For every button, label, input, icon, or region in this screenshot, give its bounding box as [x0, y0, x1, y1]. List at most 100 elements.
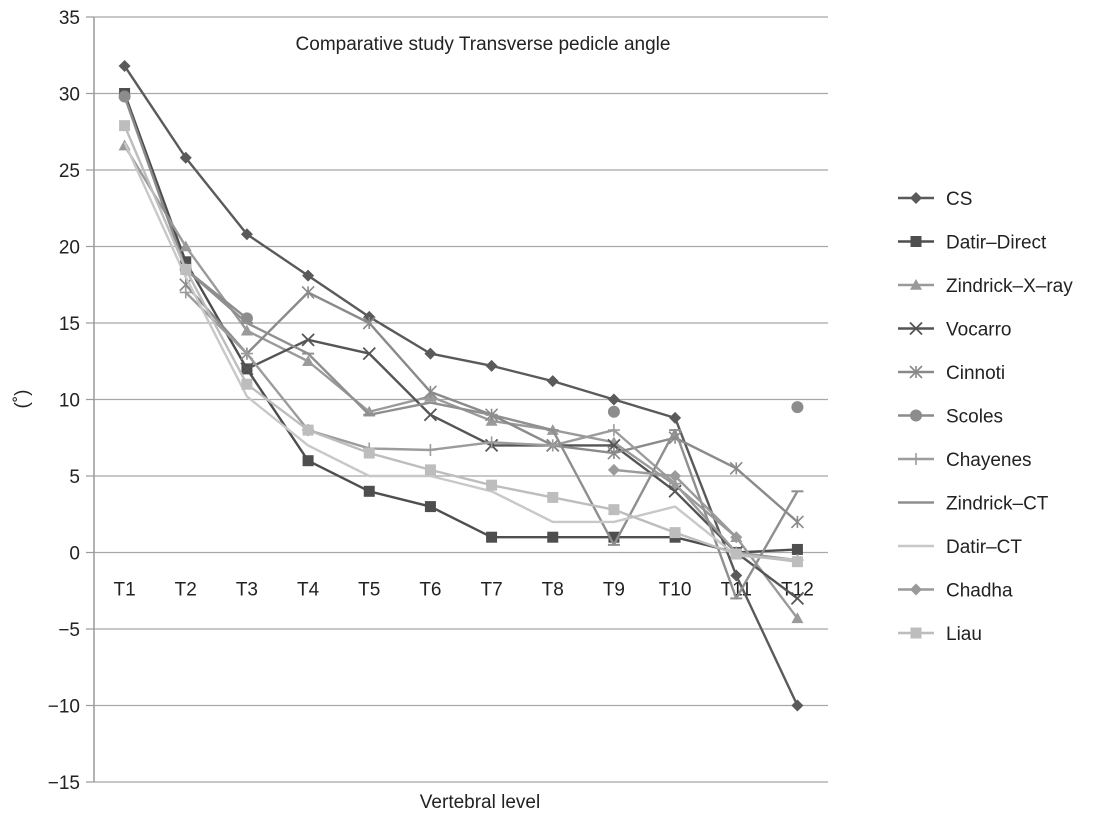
- data-point: [669, 527, 681, 539]
- data-point: [362, 346, 376, 361]
- x-axis-title: Vertebral level: [420, 792, 540, 813]
- y-tick-label: 5: [69, 467, 80, 488]
- data-point: [730, 531, 743, 544]
- data-point: [179, 240, 192, 252]
- legend-label: Cinnoti: [946, 363, 1005, 384]
- series: [118, 90, 804, 418]
- data-point: [546, 439, 559, 452]
- data-point: [301, 285, 315, 299]
- series: [118, 59, 804, 712]
- x-tick-label: T5: [358, 580, 380, 601]
- legend-item: Cinnoti: [898, 363, 1005, 384]
- legend-label: Datir–Direct: [946, 233, 1047, 254]
- data-point: [118, 59, 131, 72]
- data-point: [240, 228, 253, 241]
- data-point: [730, 548, 742, 560]
- data-point: [909, 365, 923, 379]
- legend-item: Datir–CT: [898, 537, 1022, 558]
- x-tick-labels: T1 T2 T3 T4 T5 T6 T7 T8 T9 T10 T11 T12: [113, 580, 813, 601]
- data-point: [910, 453, 922, 465]
- data-point: [909, 321, 923, 336]
- data-point: [607, 405, 620, 418]
- data-point: [790, 591, 805, 606]
- legend-label: Scoles: [946, 407, 1003, 428]
- data-point: [607, 424, 620, 437]
- data-point: [607, 393, 620, 406]
- data-point: [669, 470, 682, 482]
- data-point: [180, 263, 192, 275]
- data-point: [118, 90, 131, 103]
- x-tick-label: T8: [542, 580, 564, 601]
- series: [607, 463, 743, 544]
- data-point: [608, 504, 620, 516]
- data-point: [791, 612, 804, 624]
- data-point: [119, 120, 131, 132]
- legend-item: Datir–Direct: [898, 233, 1047, 254]
- data-point: [301, 333, 315, 347]
- data-point: [180, 256, 192, 268]
- data-point: [424, 347, 437, 360]
- legend-label: Zindrick–X–ray: [946, 276, 1073, 297]
- series-lines: [118, 59, 805, 712]
- data-point: [486, 531, 498, 543]
- legend-label: Liau: [946, 624, 982, 645]
- series-line: [246, 338, 799, 600]
- data-point: [910, 409, 922, 422]
- series-line: [123, 125, 798, 563]
- y-tick-label: −5: [58, 620, 80, 641]
- x-tick-label: T4: [297, 580, 320, 601]
- data-point: [486, 479, 498, 491]
- data-point: [791, 543, 803, 555]
- y-tick-label: 20: [59, 238, 80, 259]
- data-point: [607, 463, 620, 476]
- y-tick-label: 35: [59, 8, 80, 29]
- x-tick-label: T10: [659, 580, 692, 601]
- data-point: [302, 269, 315, 282]
- y-tick-labels: −15 −10 −5 0 5 10 15 20 25 30 35: [48, 8, 80, 794]
- x-tick-label: T1: [113, 580, 135, 601]
- y-axis-title: (˚): [12, 390, 33, 409]
- series-line: [184, 268, 799, 600]
- data-point: [547, 531, 559, 543]
- legend-item: Vocarro: [898, 320, 1011, 341]
- x-tick-label: T9: [603, 580, 625, 601]
- legend-label: Datir–CT: [946, 537, 1022, 558]
- legend-item: Chadha: [898, 581, 1013, 602]
- y-tick-label: 10: [59, 391, 80, 412]
- legend-item: Chayenes: [898, 450, 1032, 471]
- series-line: [123, 93, 798, 554]
- data-point: [910, 279, 922, 290]
- data-point: [910, 583, 922, 596]
- series: [119, 120, 803, 568]
- series-line: [123, 144, 799, 620]
- data-point: [241, 378, 253, 390]
- data-point: [240, 324, 253, 336]
- y-tick-label: 15: [59, 314, 80, 335]
- x-tick-label: T12: [781, 580, 814, 601]
- legend-label: Chadha: [946, 581, 1013, 602]
- y-tick-label: 30: [59, 85, 80, 106]
- y-tick-label: 0: [69, 544, 80, 565]
- y-tick-label: 25: [59, 161, 80, 182]
- data-point: [424, 443, 437, 456]
- data-point: [547, 491, 559, 503]
- data-point: [423, 408, 438, 422]
- data-point: [791, 401, 804, 414]
- legend-label: CS: [946, 189, 972, 210]
- data-point: [240, 347, 253, 360]
- legend-item: Zindrick–X–ray: [898, 276, 1073, 297]
- legend-item: CS: [898, 189, 972, 210]
- data-point: [302, 424, 314, 436]
- x-tick-label: T6: [419, 580, 441, 601]
- legend-item: Zindrick–CT: [898, 494, 1049, 515]
- data-point: [730, 569, 743, 582]
- data-point: [485, 436, 498, 449]
- data-point: [546, 375, 559, 388]
- x-tick-label: T3: [236, 580, 258, 601]
- legend-label: Vocarro: [946, 320, 1011, 341]
- series: [123, 141, 798, 562]
- legend-item: Liau: [898, 624, 982, 645]
- data-point: [363, 485, 375, 497]
- y-tick-label: −15: [48, 773, 80, 794]
